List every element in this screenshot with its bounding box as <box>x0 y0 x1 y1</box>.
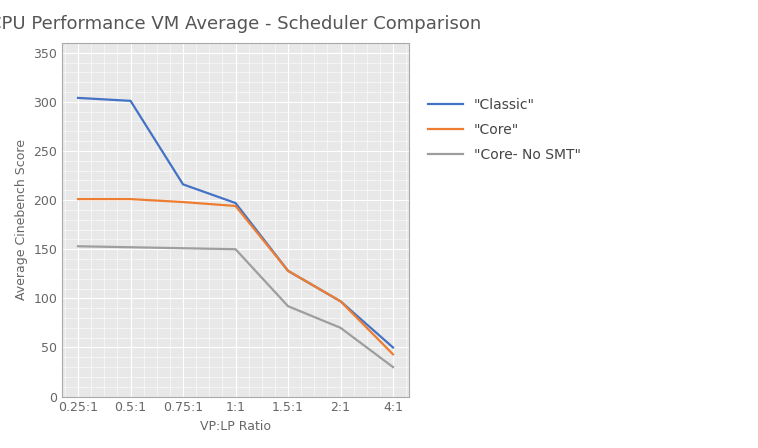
"Classic" <box>74 95 83 101</box>
"Classic" <box>231 200 240 206</box>
"Core" <box>283 268 293 274</box>
"Classic" <box>336 299 345 304</box>
"Core" <box>231 203 240 209</box>
Y-axis label: Average Cinebench Score: Average Cinebench Score <box>15 139 28 300</box>
"Core- No SMT" <box>74 244 83 249</box>
"Classic" <box>126 98 135 103</box>
"Core- No SMT" <box>178 246 187 251</box>
Line: "Classic": "Classic" <box>78 98 393 348</box>
Line: "Core": "Core" <box>78 199 393 354</box>
"Core- No SMT" <box>283 303 293 309</box>
"Classic" <box>283 268 293 274</box>
"Core" <box>178 199 187 205</box>
Title: CPU Performance VM Average - Scheduler Comparison: CPU Performance VM Average - Scheduler C… <box>0 15 481 33</box>
"Core" <box>74 196 83 202</box>
"Core- No SMT" <box>388 364 397 370</box>
"Classic" <box>178 182 187 187</box>
Line: "Core- No SMT": "Core- No SMT" <box>78 246 393 367</box>
"Core- No SMT" <box>336 325 345 331</box>
"Core" <box>336 299 345 304</box>
"Core" <box>126 196 135 202</box>
"Core" <box>388 352 397 357</box>
"Classic" <box>388 345 397 350</box>
Legend: "Classic", "Core", "Core- No SMT": "Classic", "Core", "Core- No SMT" <box>423 92 587 168</box>
"Core- No SMT" <box>126 245 135 250</box>
X-axis label: VP:LP Ratio: VP:LP Ratio <box>200 420 271 433</box>
"Core- No SMT" <box>231 246 240 252</box>
